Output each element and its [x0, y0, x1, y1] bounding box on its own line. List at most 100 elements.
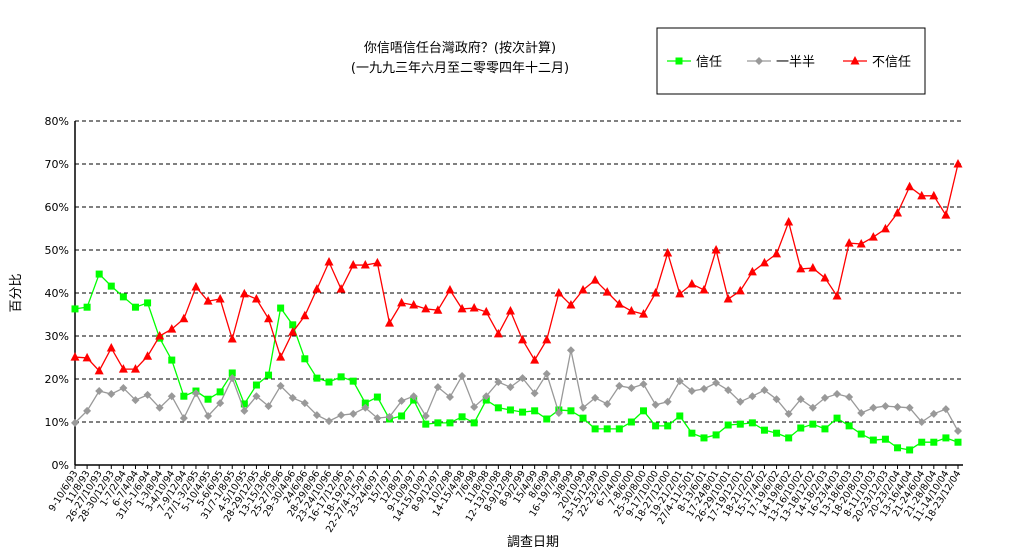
- data-point-triangle: [856, 238, 866, 248]
- data-point-triangle: [832, 291, 842, 300]
- data-point-triangle: [336, 284, 346, 293]
- data-point-triangle: [941, 210, 951, 219]
- data-point-diamond: [494, 378, 503, 387]
- data-point-diamond: [760, 386, 769, 395]
- legend: 信任 一半半 不信任: [656, 27, 926, 95]
- data-point-diamond: [542, 369, 551, 378]
- data-point-diamond: [603, 399, 612, 408]
- data-point-diamond: [95, 387, 104, 396]
- legend-label: 一半半: [776, 55, 815, 70]
- series-2: [70, 159, 963, 375]
- data-point-diamond: [566, 346, 575, 355]
- data-point-square: [228, 369, 236, 377]
- y-axis-label: 百分比: [9, 273, 24, 312]
- data-point-square: [615, 425, 623, 433]
- data-point-diamond: [881, 402, 890, 411]
- data-point-diamond: [530, 389, 539, 398]
- data-point-square: [652, 422, 660, 430]
- data-point-square: [361, 399, 369, 407]
- data-point-triangle: [953, 159, 963, 168]
- data-point-square: [894, 444, 902, 452]
- data-point-square: [664, 422, 672, 430]
- data-point-triangle: [493, 328, 503, 338]
- data-point-triangle: [518, 334, 528, 344]
- x-axis: 9-10/6/9311/8/9326-27/10/9328-30/12/931-…: [47, 464, 964, 535]
- data-point-square: [289, 321, 297, 329]
- data-point-square: [240, 400, 248, 408]
- gridlines: [75, 120, 963, 423]
- data-point-diamond: [663, 397, 672, 406]
- data-point-triangle: [191, 281, 201, 291]
- data-point-triangle: [372, 257, 382, 267]
- data-point-triangle: [167, 324, 177, 333]
- data-point-square: [760, 426, 768, 434]
- data-point-square: [446, 419, 454, 427]
- y-tick-label: 50%: [45, 244, 69, 257]
- data-point-square: [398, 412, 406, 420]
- data-point-diamond: [639, 380, 648, 389]
- data-point-diamond: [107, 390, 116, 399]
- data-point-diamond: [119, 384, 128, 393]
- data-point-triangle: [566, 300, 576, 309]
- data-point-diamond: [288, 393, 297, 402]
- data-point-triangle: [82, 352, 92, 362]
- data-point-diamond: [833, 390, 842, 399]
- data-point-diamond: [796, 395, 805, 404]
- data-point-diamond: [337, 411, 346, 420]
- data-point-triangle: [530, 355, 540, 364]
- data-point-triangle: [626, 306, 636, 315]
- data-point-diamond: [421, 411, 430, 420]
- data-point-triangle: [203, 296, 213, 305]
- data-point-square: [277, 304, 285, 312]
- chart-subtitle: (一九九三年六月至二零零四年十二月): [351, 61, 569, 76]
- data-point-square: [579, 414, 587, 422]
- data-point-square: [930, 438, 938, 446]
- data-point-triangle: [433, 305, 443, 314]
- data-point-diamond: [240, 406, 249, 415]
- data-point-diamond: [300, 399, 309, 408]
- data-point-triangle: [384, 318, 394, 327]
- data-point-diamond: [276, 381, 285, 390]
- data-point-triangle: [796, 263, 806, 273]
- data-point-triangle: [590, 275, 600, 284]
- data-point-diamond: [869, 403, 878, 412]
- data-point-diamond: [131, 396, 140, 405]
- data-point-diamond: [808, 403, 817, 412]
- data-point-diamond: [71, 418, 79, 427]
- data-point-diamond: [458, 371, 467, 380]
- data-point-square: [204, 395, 212, 403]
- y-tick-label: 10%: [45, 416, 69, 429]
- data-point-diamond: [687, 387, 696, 396]
- data-point-diamond: [941, 405, 950, 414]
- data-point-diamond: [736, 397, 745, 406]
- data-point-square: [845, 422, 853, 430]
- data-point-triangle: [409, 300, 419, 309]
- data-point-triangle: [784, 217, 794, 226]
- data-point-diamond: [204, 411, 213, 420]
- data-point-diamond: [699, 384, 708, 393]
- data-point-square: [736, 420, 744, 428]
- data-point-square: [906, 446, 914, 454]
- data-point-square: [724, 421, 732, 429]
- data-point-triangle: [893, 208, 903, 217]
- data-point-triangle: [639, 309, 649, 318]
- data-point-triangle: [820, 272, 830, 282]
- data-point-triangle: [397, 297, 407, 307]
- data-point-diamond: [591, 393, 600, 402]
- data-point-triangle: [917, 190, 927, 200]
- data-point-diamond: [675, 377, 684, 386]
- y-tick-label: 70%: [45, 158, 69, 171]
- data-point-diamond: [772, 395, 781, 404]
- data-point-triangle: [850, 56, 860, 65]
- data-point-square: [180, 392, 188, 400]
- data-point-square: [640, 407, 648, 415]
- data-point-square: [809, 420, 817, 428]
- data-point-square: [313, 374, 321, 382]
- y-tick-label: 60%: [45, 201, 69, 214]
- data-point-diamond: [349, 409, 358, 418]
- data-point-diamond: [554, 408, 563, 417]
- data-point-square: [954, 438, 962, 446]
- y-tick-label: 80%: [45, 115, 69, 128]
- data-point-square: [216, 388, 224, 396]
